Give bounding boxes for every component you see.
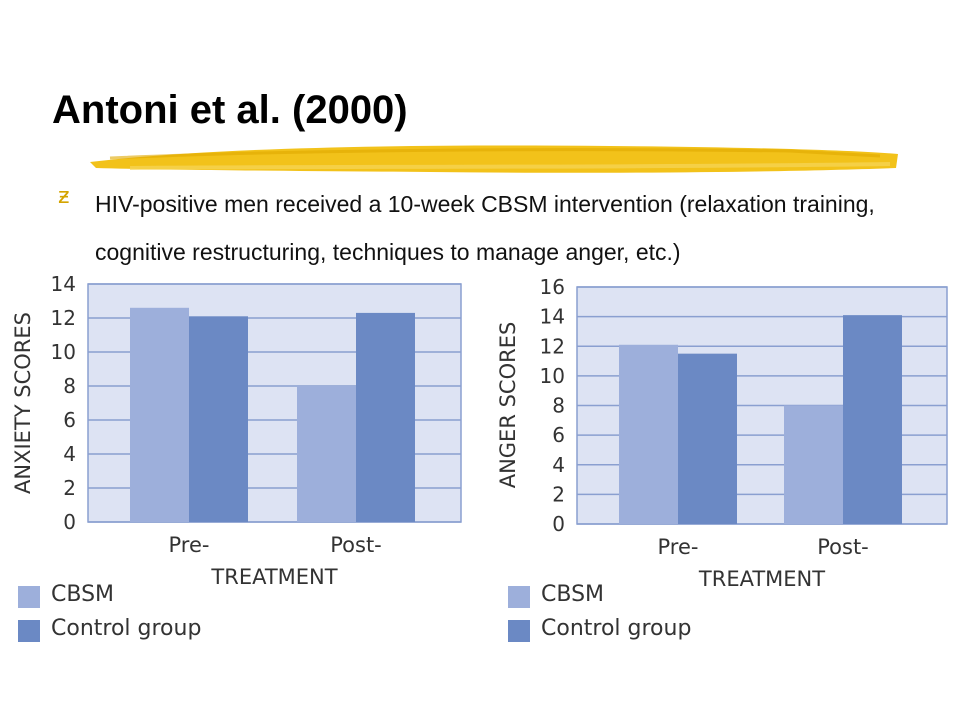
bar-control-group-pre bbox=[678, 353, 737, 524]
y-tick-label: 2 bbox=[63, 476, 76, 500]
y-tick-label: 12 bbox=[540, 334, 565, 358]
y-tick-label: 14 bbox=[540, 305, 565, 329]
legend-label: Control group bbox=[51, 616, 202, 641]
bullet-text: HIV-positive men received a 10-week CBSM… bbox=[95, 191, 875, 265]
x-axis-label: TREATMENT bbox=[210, 565, 337, 589]
x-tick-label: Post- bbox=[330, 533, 382, 557]
legend-swatch bbox=[18, 620, 40, 642]
plot-frame bbox=[87, 283, 462, 523]
bar-cbsm-post bbox=[784, 405, 843, 524]
anxiety-chart: 0 2 4 6 8 10 12 14 Pre- Post- TREATMENT ANXIETY SCO… bbox=[11, 272, 462, 589]
bar-cbsm-pre bbox=[130, 307, 189, 522]
y-axis-label: ANGER SCORES bbox=[496, 322, 520, 489]
legend-label: CBSM bbox=[541, 582, 605, 607]
x-axis-label: TREATMENT bbox=[698, 567, 825, 591]
y-tick-label: 8 bbox=[552, 394, 565, 418]
y-tick-label: 0 bbox=[63, 510, 76, 534]
y-tick-label: 16 bbox=[540, 275, 565, 299]
bar-cbsm-post bbox=[297, 386, 356, 522]
y-tick-label: 2 bbox=[552, 482, 565, 506]
y-tick-label: 0 bbox=[552, 512, 565, 536]
y-tick-label: 6 bbox=[63, 408, 76, 432]
z-bullet-icon: ƶ bbox=[58, 184, 70, 209]
legend-swatch bbox=[508, 586, 530, 608]
bar-control-group-pre bbox=[189, 316, 248, 522]
bar-control-group-post bbox=[843, 315, 902, 524]
legend-swatch bbox=[508, 620, 530, 642]
y-tick-label: 4 bbox=[552, 453, 565, 477]
y-tick-label: 10 bbox=[51, 340, 76, 364]
bar-control-group-post bbox=[356, 312, 415, 522]
y-tick-label: 10 bbox=[540, 364, 565, 388]
y-tick-label: 14 bbox=[51, 272, 76, 296]
y-tick-label: 4 bbox=[63, 442, 76, 466]
y-tick-label: 12 bbox=[51, 306, 76, 330]
x-tick-label: Pre- bbox=[169, 533, 210, 557]
slide-title: Antoni et al. (2000) bbox=[52, 88, 408, 132]
legend-label: Control group bbox=[541, 616, 692, 641]
anger-chart: 0 2 4 6 8 10 12 14 16 Pre- Post- TREATMENT ANGER SCO… bbox=[496, 275, 948, 591]
x-tick-label: Post- bbox=[817, 535, 869, 559]
y-tick-label: 8 bbox=[63, 374, 76, 398]
y-tick-label: 6 bbox=[552, 423, 565, 447]
legend-swatch bbox=[18, 586, 40, 608]
yellow-brush-stroke bbox=[90, 145, 898, 173]
legend-label: CBSM bbox=[51, 582, 115, 607]
plot-frame bbox=[576, 286, 948, 525]
x-tick-label: Pre- bbox=[658, 535, 699, 559]
bar-cbsm-pre bbox=[619, 344, 678, 524]
y-axis-label: ANXIETY SCORES bbox=[11, 312, 35, 494]
